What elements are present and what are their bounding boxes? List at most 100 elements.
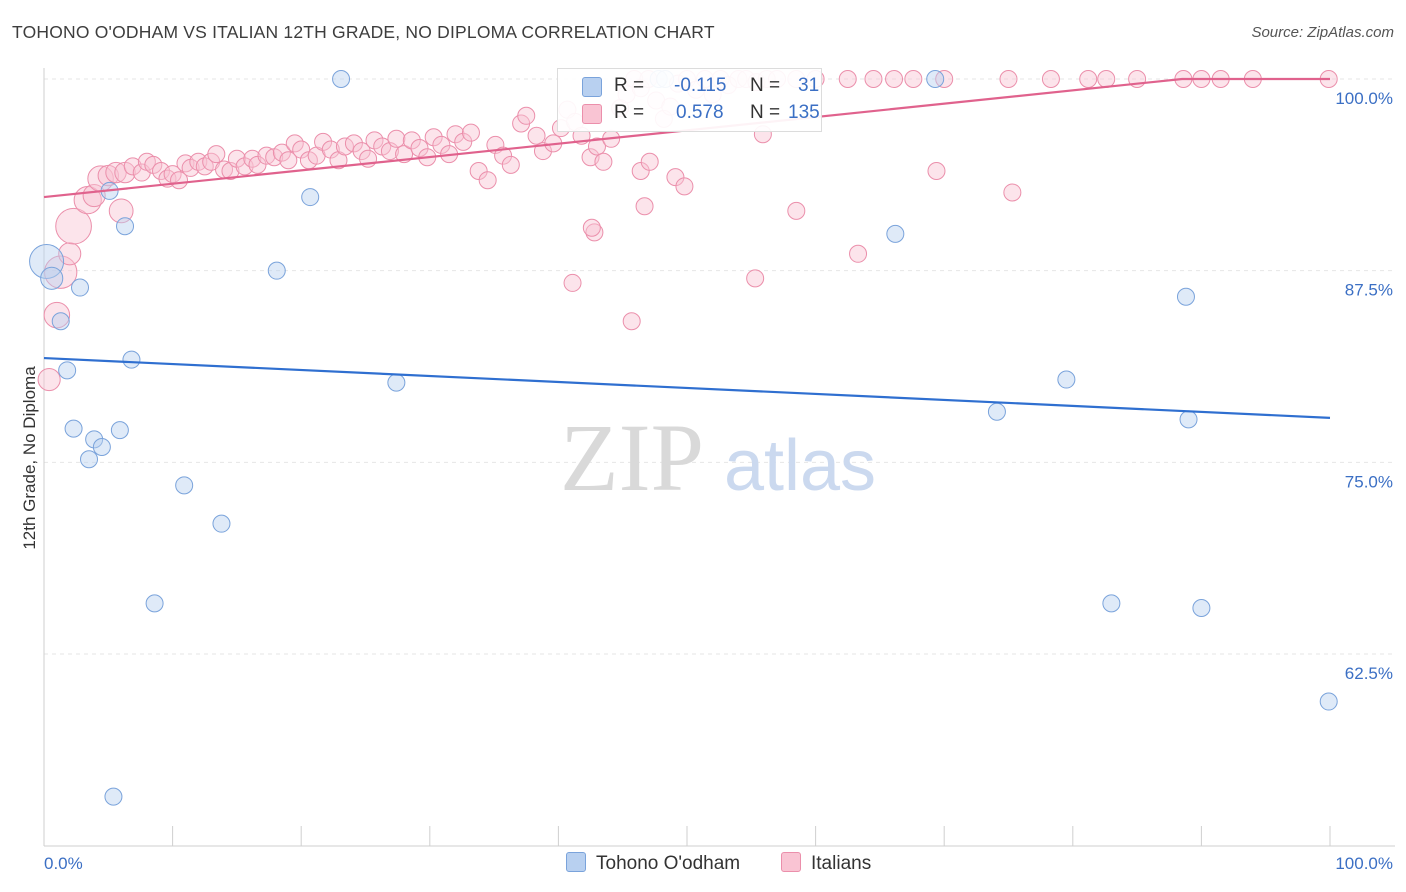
data-point xyxy=(886,224,905,243)
data-point xyxy=(1176,287,1195,306)
data-point xyxy=(635,197,654,216)
data-point xyxy=(43,301,71,329)
bottom-legend-tohono: Tohono O'odham xyxy=(566,852,740,875)
data-point xyxy=(501,155,520,174)
data-point xyxy=(104,787,123,806)
data-point xyxy=(123,157,142,176)
legend-n-label: N = xyxy=(750,75,781,96)
data-point xyxy=(864,70,883,88)
data-point xyxy=(64,419,83,438)
data-point xyxy=(461,123,480,142)
trend-line xyxy=(43,356,1331,419)
data-point xyxy=(527,126,546,145)
data-point xyxy=(51,312,70,331)
legend-r-label: R = xyxy=(614,75,645,96)
data-point xyxy=(454,132,473,151)
data-point xyxy=(904,70,923,88)
data-point xyxy=(999,70,1018,88)
data-point xyxy=(207,145,226,164)
data-point xyxy=(838,70,857,88)
data-point xyxy=(29,243,65,279)
data-point xyxy=(257,146,276,165)
data-point xyxy=(935,70,954,88)
data-point xyxy=(587,137,606,156)
data-point xyxy=(344,134,363,153)
data-point xyxy=(1041,70,1060,88)
legend-r-label: R = xyxy=(614,102,645,123)
data-point xyxy=(424,128,443,147)
data-point xyxy=(40,266,64,290)
data-point xyxy=(1057,370,1076,389)
bottom-legend-swatch-italians xyxy=(781,852,801,872)
data-point xyxy=(332,70,351,88)
y-tick-label: 87.5% xyxy=(1345,281,1393,300)
data-point xyxy=(122,350,141,369)
data-point xyxy=(108,198,134,224)
data-point xyxy=(189,152,208,171)
trend-lines xyxy=(43,77,1331,419)
bottom-legend-label-italians: Italians xyxy=(811,853,872,874)
data-point xyxy=(987,402,1006,421)
legend-r-value-tohono: -0.115 xyxy=(674,75,727,96)
data-point xyxy=(622,312,641,331)
axes xyxy=(43,68,1395,847)
data-point xyxy=(585,223,604,242)
watermark: ZIP atlas xyxy=(560,404,876,511)
legend-n-value-italians: 135 xyxy=(788,102,820,123)
data-point xyxy=(927,162,946,180)
data-point xyxy=(563,273,582,292)
data-point xyxy=(195,157,214,176)
x-tick-label: 0.0% xyxy=(44,854,83,873)
data-point xyxy=(631,162,650,180)
data-point xyxy=(1319,692,1338,711)
data-point xyxy=(1179,410,1198,429)
bottom-legend-italians: Italians xyxy=(781,852,871,875)
data-point xyxy=(152,162,171,180)
trend-line xyxy=(43,77,1330,199)
data-point xyxy=(746,269,765,288)
bottom-legend-label-tohono: Tohono O'odham xyxy=(596,853,741,874)
data-point xyxy=(272,143,291,162)
data-point xyxy=(387,129,406,148)
data-point xyxy=(1079,70,1098,88)
data-point xyxy=(640,152,659,171)
data-point xyxy=(478,171,497,190)
data-point xyxy=(248,155,267,174)
y-tick-label: 62.5% xyxy=(1345,664,1393,683)
data-point xyxy=(301,188,320,207)
legend-swatch-italians xyxy=(582,104,602,124)
tick-labels: 62.5% 75.0% 87.5% 100.0% 0.0% 100.0% xyxy=(44,89,1393,873)
data-point xyxy=(666,168,685,187)
data-point xyxy=(594,152,613,171)
data-point xyxy=(58,242,82,266)
data-point xyxy=(82,183,106,208)
data-point xyxy=(410,139,429,157)
data-point xyxy=(352,142,371,161)
data-point xyxy=(849,244,868,263)
data-point xyxy=(387,373,406,392)
data-point xyxy=(92,438,111,456)
data-point xyxy=(446,125,465,144)
data-point xyxy=(926,70,945,88)
data-point xyxy=(1097,70,1116,88)
data-point xyxy=(675,177,694,196)
legend-r-value-italians: 0.578 xyxy=(676,102,724,123)
y-tick-label: 100.0% xyxy=(1335,89,1393,108)
stats-legend: R = -0.115 N = 31 R = 0.578 N = 135 xyxy=(557,68,822,132)
data-point xyxy=(58,361,77,380)
data-point xyxy=(85,430,104,449)
data-point xyxy=(494,146,513,165)
data-point xyxy=(582,218,601,237)
data-point xyxy=(116,217,135,236)
data-point xyxy=(787,201,806,220)
data-point xyxy=(267,261,286,280)
legend-swatch-tohono xyxy=(582,77,602,97)
data-point xyxy=(71,278,90,297)
data-point xyxy=(235,157,254,176)
data-point xyxy=(145,594,164,613)
x-tick-label: 100.0% xyxy=(1335,854,1393,873)
data-point xyxy=(37,367,61,392)
legend-n-label: N = xyxy=(750,102,781,123)
data-point xyxy=(212,514,231,533)
watermark-atlas: atlas xyxy=(724,426,876,506)
